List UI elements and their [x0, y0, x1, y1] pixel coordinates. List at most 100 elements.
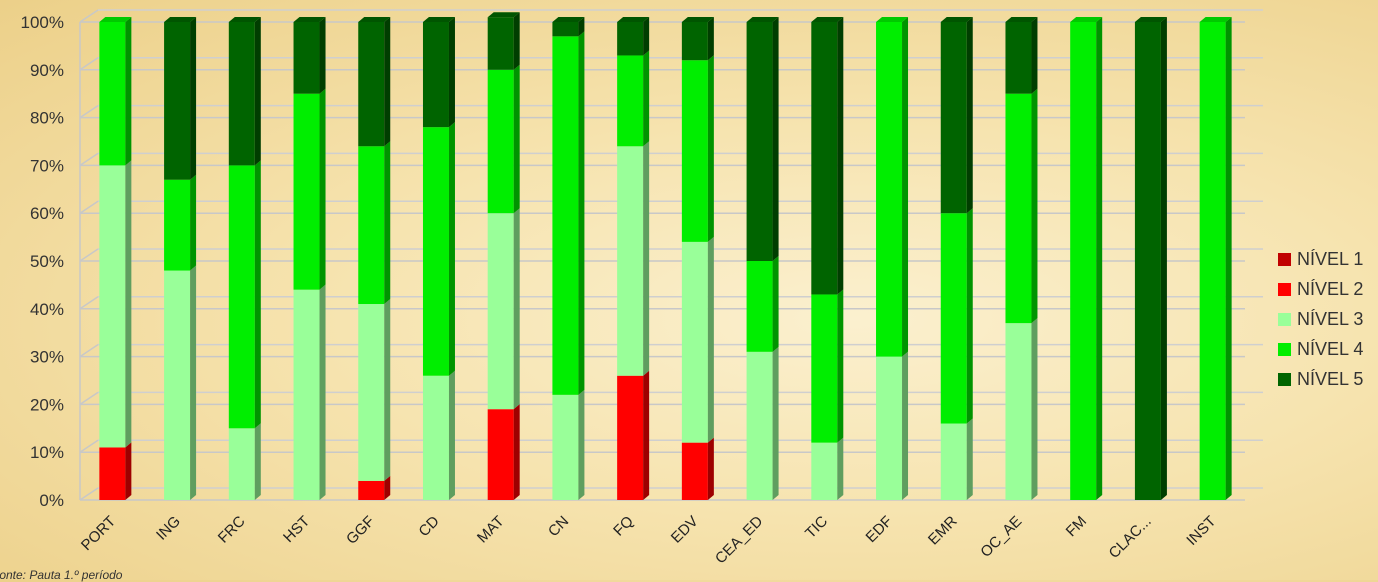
- bar-stack: [682, 17, 714, 500]
- bar-segment: [747, 261, 773, 352]
- bar-stack: [941, 17, 973, 500]
- x-tick-label: TIC: [802, 513, 831, 542]
- bar-segment-side: [708, 55, 714, 242]
- bar-segment: [682, 60, 708, 242]
- x-tick-label: PORT: [78, 513, 119, 554]
- bar-segment: [552, 36, 578, 395]
- gridline-depth: [80, 10, 98, 22]
- bar-segment: [617, 146, 643, 375]
- bar-segment-side: [902, 352, 908, 500]
- bar-segment-side: [320, 285, 326, 500]
- bar-segment: [682, 242, 708, 443]
- bar-segment-side: [643, 371, 649, 500]
- bar-segment-side: [449, 371, 455, 500]
- bar-segment: [488, 213, 514, 409]
- legend-item: NÍVEL 5: [1278, 364, 1363, 394]
- legend-item: NÍVEL 2: [1278, 274, 1363, 304]
- bar-segment-side: [967, 419, 973, 500]
- bar-segment-side: [1031, 17, 1037, 94]
- bar-stack: [1005, 17, 1037, 500]
- bar-segment: [229, 22, 255, 165]
- gridline-depth: [80, 392, 98, 404]
- bar-segment: [1200, 22, 1226, 500]
- bar-segment-side: [643, 17, 649, 55]
- bar-segment-side: [1031, 318, 1037, 500]
- bar-segment-side: [708, 438, 714, 500]
- bar-segment-side: [449, 17, 455, 127]
- y-tick-label: 10%: [30, 443, 64, 462]
- bar-segment-side: [320, 89, 326, 290]
- bar-segment: [229, 428, 255, 500]
- bar-segment-side: [902, 17, 908, 357]
- bar-segment: [747, 352, 773, 500]
- bar-segment-side: [320, 17, 326, 94]
- y-tick-label: 60%: [30, 204, 64, 223]
- bar-segment: [423, 22, 449, 127]
- bar-segment: [876, 22, 902, 357]
- bar-stack: [294, 17, 326, 500]
- y-axis-ticks: 0% 10% 20% 30% 40% 50% 60% 70% 80% 90% 100%: [21, 13, 64, 510]
- bar-segment: [1005, 22, 1031, 94]
- bar-stack: [1135, 17, 1167, 500]
- bar-segment-side: [255, 160, 261, 428]
- bar-segment: [941, 424, 967, 500]
- bar-segment-side: [449, 122, 455, 376]
- bar-segment-side: [1226, 17, 1232, 500]
- bar-segment-side: [514, 208, 520, 409]
- bar-segment: [229, 165, 255, 428]
- x-tick-label: FRC: [215, 513, 249, 547]
- bar-segment: [358, 304, 384, 481]
- bar-segment-side: [967, 208, 973, 423]
- bar-stack: [358, 17, 390, 500]
- y-tick-label: 100%: [21, 13, 64, 32]
- x-tick-label: FM: [1063, 513, 1090, 540]
- bar-segment-side: [255, 423, 261, 500]
- bar-segment: [294, 290, 320, 500]
- legend-swatch: [1278, 343, 1291, 356]
- bar-stack: [423, 17, 455, 500]
- bar-segment: [1005, 323, 1031, 500]
- x-tick-label: CEA_ED: [712, 513, 767, 568]
- bar-segment: [358, 146, 384, 304]
- bar-segment: [358, 481, 384, 500]
- bar-segment-side: [125, 160, 131, 447]
- gridline-depth: [80, 297, 98, 309]
- y-tick-label: 30%: [30, 348, 64, 367]
- legend-swatch: [1278, 283, 1291, 296]
- x-tick-label: EDV: [668, 513, 702, 547]
- bar-segment-side: [1096, 17, 1102, 500]
- bars: [99, 12, 1231, 500]
- bar-stack: [229, 17, 261, 500]
- bar-segment: [747, 22, 773, 261]
- y-tick-label: 40%: [30, 300, 64, 319]
- bar-segment-side: [125, 442, 131, 500]
- bar-stack: [1200, 17, 1232, 500]
- bar-segment-side: [773, 17, 779, 261]
- bar-stack: [876, 17, 908, 500]
- y-tick-label: 0%: [39, 491, 64, 510]
- bar-segment-side: [190, 266, 196, 500]
- bar-segment-side: [190, 175, 196, 271]
- bar-segment: [164, 271, 190, 500]
- bar-segment: [876, 357, 902, 500]
- bar-segment: [423, 127, 449, 376]
- bar-segment-side: [837, 438, 843, 500]
- y-tick-label: 70%: [30, 156, 64, 175]
- bar-segment-side: [578, 31, 584, 395]
- bar-segment: [682, 443, 708, 500]
- bar-segment: [99, 22, 125, 165]
- bar-segment-side: [190, 17, 196, 180]
- x-tick-label: MAT: [474, 513, 508, 547]
- x-tick-label: CN: [545, 513, 572, 540]
- bar-segment: [164, 22, 190, 180]
- y-tick-label: 50%: [30, 252, 64, 271]
- x-tick-label: FQ: [610, 513, 637, 540]
- bar-segment-side: [1031, 89, 1037, 323]
- bar-segment: [294, 94, 320, 290]
- x-tick-label: OC_AE: [977, 513, 1025, 561]
- bar-segment-side: [514, 65, 520, 213]
- bar-segment-side: [967, 17, 973, 213]
- bar-segment-side: [384, 299, 390, 481]
- bar-stack: [1070, 17, 1102, 500]
